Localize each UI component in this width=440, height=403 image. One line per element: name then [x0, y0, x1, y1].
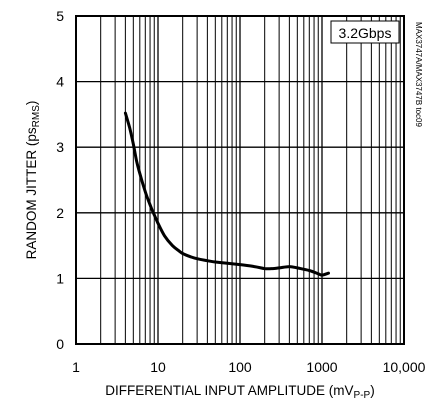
y-tick-label: 3 [56, 139, 64, 155]
annotation-box [330, 20, 400, 44]
figure-code: MAX3747A/MAX3747B toc09 [414, 22, 423, 128]
y-tick-label: 1 [56, 270, 64, 286]
grid-minor-lines [100, 16, 401, 344]
y-tick-label: 4 [56, 74, 64, 90]
plot-frame [75, 15, 405, 345]
x-tick-label: 10,000 [383, 359, 426, 375]
x-axis-label-sub: P-P [354, 390, 371, 401]
x-tick-label: 100 [228, 359, 252, 375]
x-axis-label-tail: ) [370, 383, 375, 398]
y-tick-label: 0 [56, 336, 64, 352]
x-tick-label: 1 [72, 359, 80, 375]
x-tick-label: 1000 [306, 359, 337, 375]
y-axis-label-main: RANDOM JITTER (ps [24, 127, 39, 259]
y-axis-label-sub: RMS [31, 105, 42, 128]
y-tick-label: 2 [56, 205, 64, 221]
y-axis-label: RANDOM JITTER (psRMS) [24, 101, 42, 260]
y-tick-label: 5 [56, 8, 64, 24]
annotation-label: 3.2Gbps [339, 25, 392, 41]
x-tick-labels: 1 10 100 1000 10,000 [72, 359, 426, 375]
series-line-jitter [123, 111, 330, 277]
y-tick-labels: 0 1 2 3 4 5 [56, 8, 64, 352]
y-axis-label-tail: ) [24, 101, 39, 106]
x-axis-label-main: DIFFERENTIAL INPUT AMPLITUDE (mV [105, 383, 353, 398]
x-axis-label: DIFFERENTIAL INPUT AMPLITUDE (mVP-P) [105, 383, 374, 401]
x-tick-label: 10 [150, 359, 166, 375]
grid-major-lines [76, 16, 404, 344]
